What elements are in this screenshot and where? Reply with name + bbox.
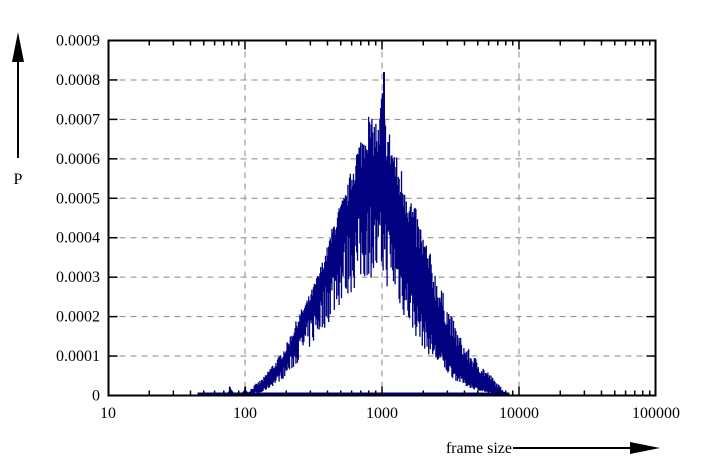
y-tick-label: 0.0002 <box>56 309 100 326</box>
y-tick-label: 0.0005 <box>56 190 100 207</box>
arrow-up-icon <box>12 32 24 62</box>
x-axis-arrow <box>513 442 660 454</box>
y-tick-label: 0.0004 <box>56 230 100 247</box>
x-axis-ticks: 10 100 1000 10000 100000 <box>100 40 680 422</box>
x-tick-label: 10 <box>100 405 116 422</box>
x-tick-label: 100000 <box>632 405 680 422</box>
y-tick-label: 0.0001 <box>56 348 100 365</box>
y-axis-arrow <box>12 32 24 158</box>
x-tick-label: 10000 <box>499 405 539 422</box>
y-axis-ticks: 0 0.0001 0.0002 0.0003 0.0004 0.0005 0.0006 0.0… <box>56 33 656 405</box>
y-tick-label: 0.0003 <box>56 269 100 286</box>
x-tick-label: 100 <box>233 405 257 422</box>
y-tick-label: 0.0008 <box>56 72 100 89</box>
histogram-series <box>196 72 510 396</box>
y-axis-title: P <box>14 171 23 188</box>
y-tick-label: 0 <box>92 388 100 405</box>
y-tick-label: 0.0007 <box>56 111 100 128</box>
x-axis-title: frame size <box>446 440 512 457</box>
arrow-right-icon <box>630 442 660 454</box>
histogram-bars <box>196 93 510 396</box>
x-tick-label: 1000 <box>366 405 398 422</box>
y-tick-label: 0.0009 <box>56 33 100 50</box>
y-tick-label: 0.0006 <box>56 151 100 168</box>
